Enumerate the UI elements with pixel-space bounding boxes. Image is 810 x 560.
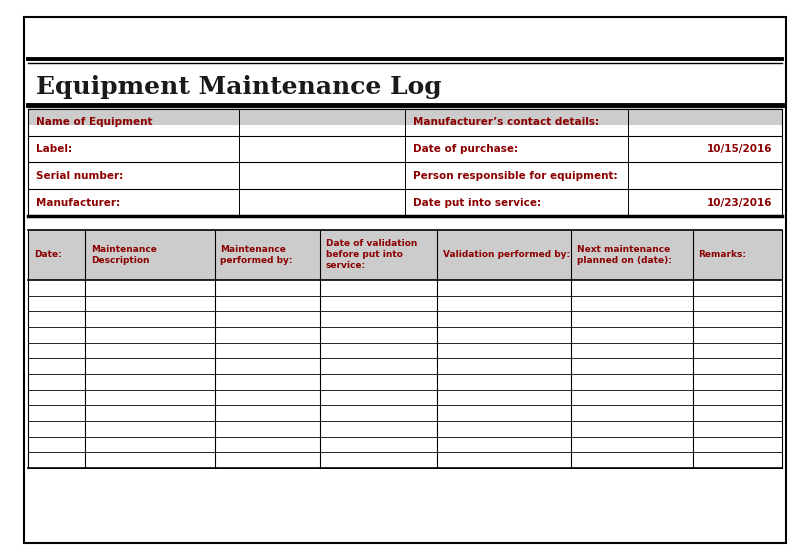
Text: Date:: Date: xyxy=(34,250,62,259)
Text: Validation performed by:: Validation performed by: xyxy=(443,250,570,259)
Text: Person responsible for equipment:: Person responsible for equipment: xyxy=(413,171,618,181)
Bar xyxy=(28,104,782,125)
Text: Name of Equipment: Name of Equipment xyxy=(36,117,153,127)
Text: Equipment Maintenance Log: Equipment Maintenance Log xyxy=(36,75,442,99)
Text: Next maintenance
planned on (date):: Next maintenance planned on (date): xyxy=(577,245,671,265)
Text: Serial number:: Serial number: xyxy=(36,171,124,181)
Text: 10/23/2016: 10/23/2016 xyxy=(706,198,772,208)
Text: 10/15/2016: 10/15/2016 xyxy=(706,144,772,154)
Text: Maintenance
Description: Maintenance Description xyxy=(91,245,156,265)
Bar xyxy=(28,230,782,280)
Text: Date of purchase:: Date of purchase: xyxy=(413,144,518,154)
Text: Manufacturer’s contact details:: Manufacturer’s contact details: xyxy=(413,117,599,127)
Text: Date put into service:: Date put into service: xyxy=(413,198,541,208)
Text: Remarks:: Remarks: xyxy=(698,250,746,259)
Text: Date of validation
before put into
service:: Date of validation before put into servi… xyxy=(326,239,417,270)
Text: Label:: Label: xyxy=(36,144,73,154)
Text: Maintenance
performed by:: Maintenance performed by: xyxy=(220,245,293,265)
Text: Manufacturer:: Manufacturer: xyxy=(36,198,121,208)
